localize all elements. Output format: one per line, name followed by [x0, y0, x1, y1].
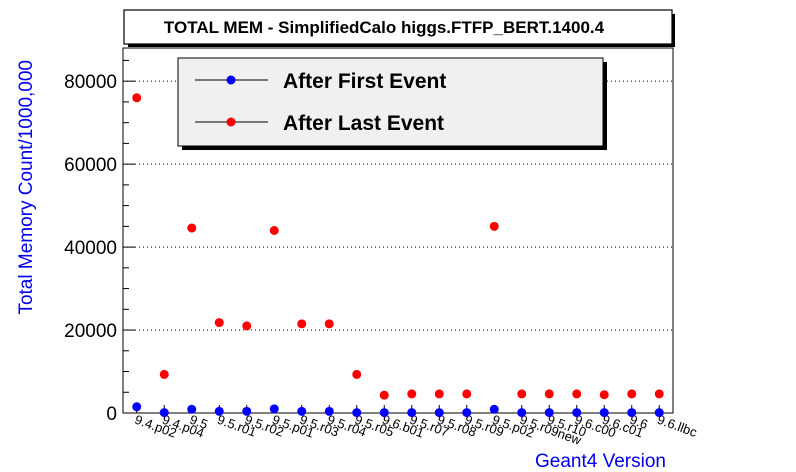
- data-point-last-event: [434, 389, 444, 399]
- data-point-last-event: [407, 389, 417, 399]
- data-point-first-event: [407, 408, 417, 418]
- data-point-first-event: [434, 408, 444, 418]
- data-point-last-event: [324, 319, 334, 329]
- y-tick-label: 20000: [64, 321, 117, 342]
- legend-entry-first-event: After First Event: [195, 70, 446, 93]
- data-point-first-event: [544, 408, 554, 418]
- data-point-first-event: [627, 408, 637, 418]
- data-point-first-event: [242, 406, 252, 416]
- data-point-first-event: [324, 406, 334, 416]
- y-tick-label: 40000: [64, 238, 117, 259]
- data-point-last-event: [517, 389, 527, 399]
- data-point-first-event: [132, 402, 142, 412]
- data-point-last-event: [269, 226, 279, 235]
- chart-title: TOTAL MEM - SimplifiedCalo higgs.FTFP_BE…: [164, 18, 605, 37]
- data-point-first-event: [599, 408, 609, 418]
- data-point-first-event: [352, 408, 362, 418]
- data-point-last-event: [379, 390, 389, 400]
- data-point-last-event: [132, 93, 142, 103]
- data-point-first-event: [159, 408, 169, 418]
- data-point-first-event: [187, 404, 197, 414]
- data-point-last-event: [544, 389, 554, 399]
- data-point-last-event: [214, 318, 224, 328]
- plot-frame: [122, 47, 674, 414]
- data-point-last-event: [489, 221, 499, 231]
- data-point-first-event: [214, 406, 224, 416]
- y-axis-ticks: 0 20000 40000 60000 80000: [64, 59, 135, 425]
- data-point-last-event: [297, 319, 307, 329]
- data-point-last-event: [159, 369, 169, 379]
- legend-label-last-event: After Last Event: [283, 112, 444, 135]
- legend-label-first-event: After First Event: [283, 70, 446, 93]
- chart-title-box: TOTAL MEM - SimplifiedCalo higgs.FTFP_BE…: [123, 9, 675, 47]
- data-point-first-event: [379, 408, 389, 418]
- data-point-first-event: [572, 408, 582, 418]
- y-tick-label: 60000: [64, 155, 117, 176]
- data-point-last-event: [187, 223, 197, 233]
- data-point-last-event: [627, 389, 637, 399]
- data-point-first-event: [517, 408, 527, 418]
- data-point-last-event: [462, 389, 472, 399]
- data-points: [132, 93, 664, 418]
- y-tick-label: 0: [106, 404, 117, 425]
- data-point-last-event: [242, 321, 252, 331]
- data-point-first-event: [269, 404, 279, 414]
- y-axis-label: Total Memory Count/1000,000: [16, 60, 37, 315]
- legend-entry-last-event: After Last Event: [195, 112, 444, 135]
- data-point-first-event: [462, 408, 472, 418]
- x-axis-label: Geant4 Version: [535, 451, 666, 472]
- data-point-last-event: [572, 389, 582, 399]
- data-point-last-event: [599, 390, 609, 400]
- legend-marker-last-event: [226, 117, 236, 127]
- legend-marker-first-event: [226, 75, 236, 85]
- data-point-last-event: [654, 389, 664, 399]
- x-tick-label: 9.5: [188, 412, 210, 432]
- legend: After First Event After Last Event: [177, 57, 607, 150]
- data-point-first-event: [489, 404, 499, 414]
- data-point-last-event: [352, 369, 362, 379]
- data-point-first-event: [654, 408, 664, 418]
- y-tick-label: 80000: [64, 72, 117, 93]
- data-point-first-event: [297, 406, 307, 416]
